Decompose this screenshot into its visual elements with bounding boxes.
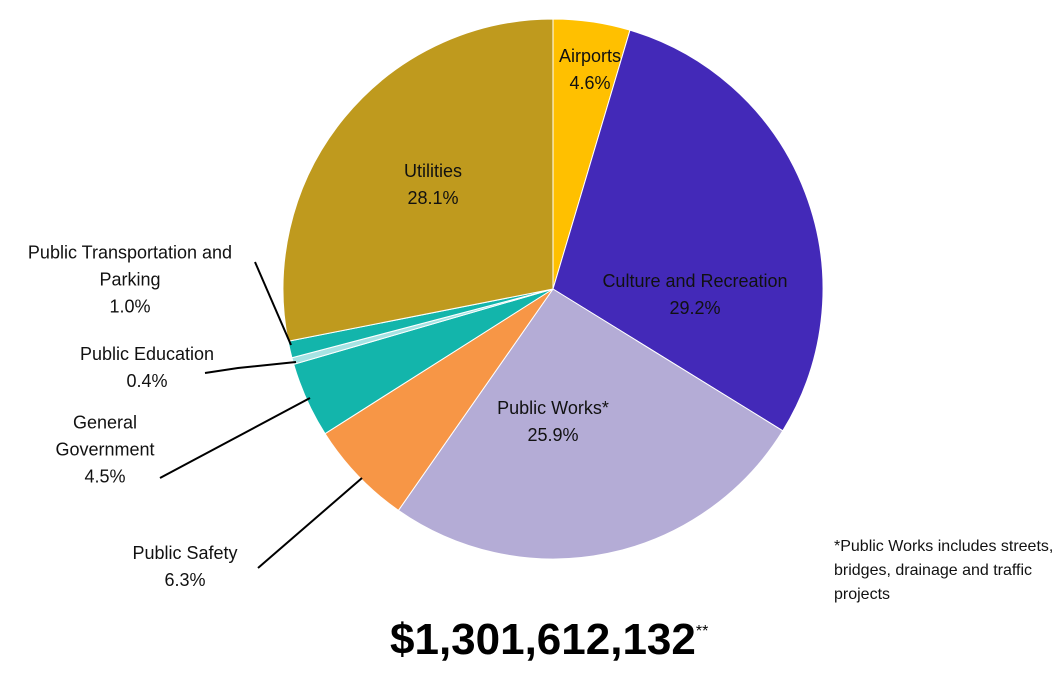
slice-label: Public Transportation and Parking 1.0% xyxy=(5,240,255,321)
slice-value: 4.5% xyxy=(84,466,126,487)
slice-label: Public Safety 6.3% xyxy=(105,540,265,594)
slice-name: Public Education xyxy=(79,344,215,364)
leader-line xyxy=(254,261,292,346)
total-value: $1,301,612,132 xyxy=(390,615,696,664)
slice-label: Public Education 0.4% xyxy=(47,341,247,395)
slice-value: 4.6% xyxy=(569,73,611,93)
slice-name: Public Transportation and Parking xyxy=(27,242,233,290)
slice-value: 1.0% xyxy=(109,296,151,317)
slice-label: Airports 4.6% xyxy=(530,43,650,97)
slice-value: 6.3% xyxy=(164,570,206,590)
pie-slice xyxy=(282,18,554,342)
footnote: *Public Works includes streets, bridges,… xyxy=(834,538,1054,603)
slice-name: General Government xyxy=(55,412,155,460)
leader-line xyxy=(257,477,363,569)
slice-label: Culture and Recreation 29.2% xyxy=(555,268,835,322)
total-marker: ** xyxy=(695,623,709,640)
slice-name: Culture and Recreation xyxy=(602,271,788,291)
slice-label: Public Works* 25.9% xyxy=(453,395,653,449)
total: $1,301,612,132** xyxy=(390,615,708,665)
slice-name: Airports xyxy=(558,46,621,66)
slice-value: 28.1% xyxy=(407,188,459,208)
leader-line xyxy=(204,361,297,374)
slice-label: General Government 4.5% xyxy=(35,410,175,491)
slice-label: Utilities 28.1% xyxy=(353,158,513,212)
slice-value: 29.2% xyxy=(669,298,721,318)
slice-value: 25.9% xyxy=(527,425,579,445)
slice-value: 0.4% xyxy=(126,371,168,391)
leader-line xyxy=(159,397,311,479)
pie-slice xyxy=(397,288,784,560)
slice-name: Utilities xyxy=(403,161,462,181)
slice-name: Public Works* xyxy=(497,398,609,418)
slice-name: Public Safety xyxy=(132,543,238,563)
